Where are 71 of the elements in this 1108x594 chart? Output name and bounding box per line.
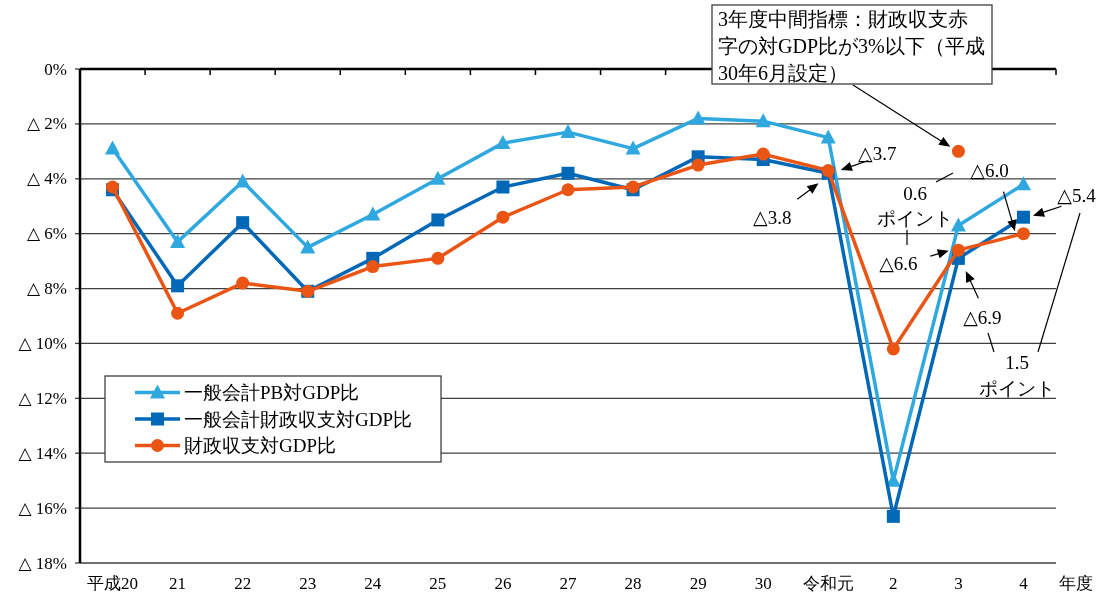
annotation: △3.7	[858, 142, 897, 164]
point	[495, 135, 511, 150]
x-tick-label: 3	[954, 573, 963, 593]
point	[431, 251, 445, 265]
y-tick-label: △ 2%	[27, 114, 67, 134]
annotation: △6.9	[963, 306, 1002, 328]
point	[235, 173, 251, 188]
x-tick-label: 22	[234, 573, 252, 593]
point	[561, 166, 575, 180]
point	[366, 260, 380, 274]
legend-label: 一般会計財政収支対GDP比	[184, 408, 413, 430]
x-tick-label: 24	[364, 573, 382, 593]
x-tick-label: 令和元	[802, 573, 854, 593]
point	[105, 140, 121, 155]
x-tick-label: 28	[624, 573, 642, 593]
point	[691, 158, 705, 172]
x-tick-label: 25	[429, 573, 447, 593]
point	[431, 213, 445, 227]
y-tick-label: 0%	[44, 59, 67, 79]
annotation: 0.6 ポイント	[877, 182, 953, 229]
annotation: 1.5 ポイント	[979, 351, 1055, 399]
point	[171, 279, 185, 293]
y-tick-label: △ 14%	[18, 443, 67, 463]
point	[236, 276, 250, 290]
point	[560, 124, 576, 139]
x-tick-label: 2	[889, 573, 898, 593]
point	[300, 239, 316, 254]
x-tick-label: 平成20	[87, 573, 139, 593]
y-tick-label: △ 4%	[27, 169, 67, 189]
y-tick-label: △ 8%	[27, 279, 67, 299]
x-tick-label: 27	[559, 573, 577, 593]
y-tick-label: △ 16%	[18, 498, 67, 518]
point	[561, 183, 575, 197]
legend-label: 一般会計PB対GDP比	[184, 382, 360, 403]
point	[756, 147, 770, 161]
point	[365, 206, 381, 221]
annotation: 3年度中間指標：財政収支赤字の対GDP比が3%以下（平成30年6月設定）	[718, 8, 985, 84]
x-tick-label: 26	[494, 573, 512, 593]
y-tick-label: △ 6%	[27, 224, 67, 244]
point	[886, 342, 900, 356]
annotation: △6.0	[970, 159, 1009, 181]
point	[820, 129, 836, 144]
y-tick-label: △ 10%	[18, 333, 67, 353]
y-tick-label: △ 12%	[18, 388, 67, 408]
point	[1016, 210, 1030, 224]
point	[951, 243, 965, 257]
point	[950, 217, 966, 232]
point	[951, 144, 965, 158]
x-tick-label: 4	[1019, 573, 1029, 593]
point	[1016, 227, 1030, 241]
point	[755, 113, 771, 128]
x-tick-label: 30	[754, 573, 772, 593]
point	[496, 210, 510, 224]
point	[171, 306, 185, 320]
x-tick-label: 23	[299, 573, 317, 593]
annotation: △5.4	[1057, 184, 1097, 206]
point	[1015, 176, 1031, 191]
annotation: △3.8	[753, 206, 792, 228]
point	[886, 509, 900, 523]
point	[625, 140, 641, 155]
legend-label: 財政収支対GDP比	[184, 435, 337, 456]
point	[496, 180, 510, 194]
y-tick-label: △ 18%	[18, 553, 67, 573]
x-tick-label: 21	[169, 573, 187, 593]
point	[236, 216, 250, 230]
point	[430, 170, 446, 185]
point	[170, 233, 186, 248]
point	[690, 110, 706, 125]
x-tick-label: 29	[689, 573, 707, 593]
x-axis-title: 年度	[1059, 573, 1093, 593]
annotation: △6.6	[879, 252, 918, 274]
